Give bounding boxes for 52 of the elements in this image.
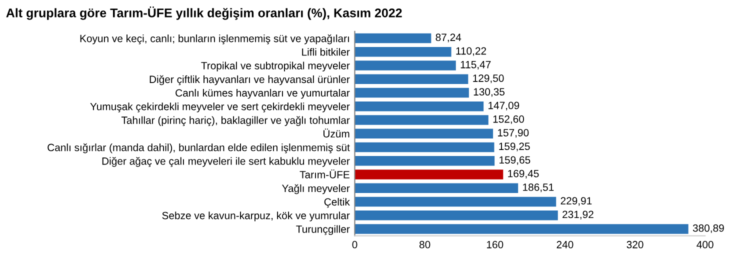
y-tick-label: Yağlı meyveler <box>282 184 350 194</box>
y-tick-label: Tropikal ve subtropikal meyveler <box>201 62 350 72</box>
bar <box>354 128 494 139</box>
bar <box>354 101 484 112</box>
data-label: 169,45 <box>508 170 539 179</box>
data-label: 129,50 <box>473 74 504 84</box>
bar <box>354 46 452 57</box>
data-label: 380,89 <box>692 224 724 234</box>
data-label: 157,90 <box>498 129 529 138</box>
y-tick-label: Canlı sığırlar (manda dahil), bunlardan elde edilen işlenmemiş süt <box>48 143 350 154</box>
bar <box>354 210 558 220</box>
y-tick-label: Tarım-ÜFE <box>300 170 350 178</box>
y-tick-label: Tahıllar (pirinç hariç), baklagiller ve yağlı tohumlar <box>121 116 350 126</box>
data-label: 152,60 <box>493 115 524 124</box>
data-label: 147,09 <box>488 102 520 110</box>
x-tick-label: 80 <box>419 240 430 248</box>
y-tick-label: Koyun ve keçi, canlı; bunların işlenmemiş süt ve yapağıları <box>80 34 349 44</box>
y-tick-label: Diğer çiftlik hayvanları ve hayvansal ürünler <box>150 75 350 86</box>
data-label: 186,51 <box>523 184 554 192</box>
x-tick-label: 0 <box>352 240 358 248</box>
y-tick-label: Çeltik <box>324 198 350 208</box>
bar <box>354 60 456 70</box>
bar <box>354 115 488 125</box>
y-tick-label: Canlı kümes hayvanları ve yumurtalar <box>176 88 350 99</box>
y-tick-label: Üzüm <box>323 128 350 138</box>
x-tick-label: 320 <box>626 240 644 248</box>
bar <box>354 224 688 234</box>
bar <box>354 183 518 194</box>
data-label: 130,35 <box>474 88 505 97</box>
data-label: 87,24 <box>436 34 462 42</box>
x-tick-label: 240 <box>556 240 574 248</box>
data-label: 115,47 <box>460 61 491 70</box>
bar <box>354 170 504 180</box>
bar <box>354 196 556 207</box>
y-tick-label: Turunçgiller <box>296 225 350 235</box>
text: Alt gruplara göre Tarım-ÜFE yıllık değişim oranları (%), Kasım 2022 <box>6 6 402 20</box>
data-label: 159,25 <box>499 142 530 152</box>
x-tick-label: 160 <box>486 240 504 248</box>
y-tick-label: Diğer ağaç ve çalı meyveleri ile sert kabuklu meyveler <box>102 157 350 167</box>
y-tick-label: Lifli bitkiler <box>302 48 350 56</box>
data-label: 231,92 <box>562 210 594 220</box>
bar <box>354 142 494 152</box>
y-tick-label: Yumuşak çekirdekli meyveler ve sert çekirdekli meyveler <box>90 102 350 112</box>
bar <box>354 33 432 44</box>
data-label: 110,22 <box>456 47 486 56</box>
data-label: 229,91 <box>560 197 592 206</box>
y-tick-label: Sebze ve kavun-karpuz, kök ve yumrular <box>162 212 350 222</box>
bar <box>354 88 469 98</box>
data-label: 159,65 <box>500 156 530 165</box>
bar <box>354 156 495 166</box>
x-tick-label: 400 <box>696 240 714 248</box>
bar <box>354 74 468 84</box>
